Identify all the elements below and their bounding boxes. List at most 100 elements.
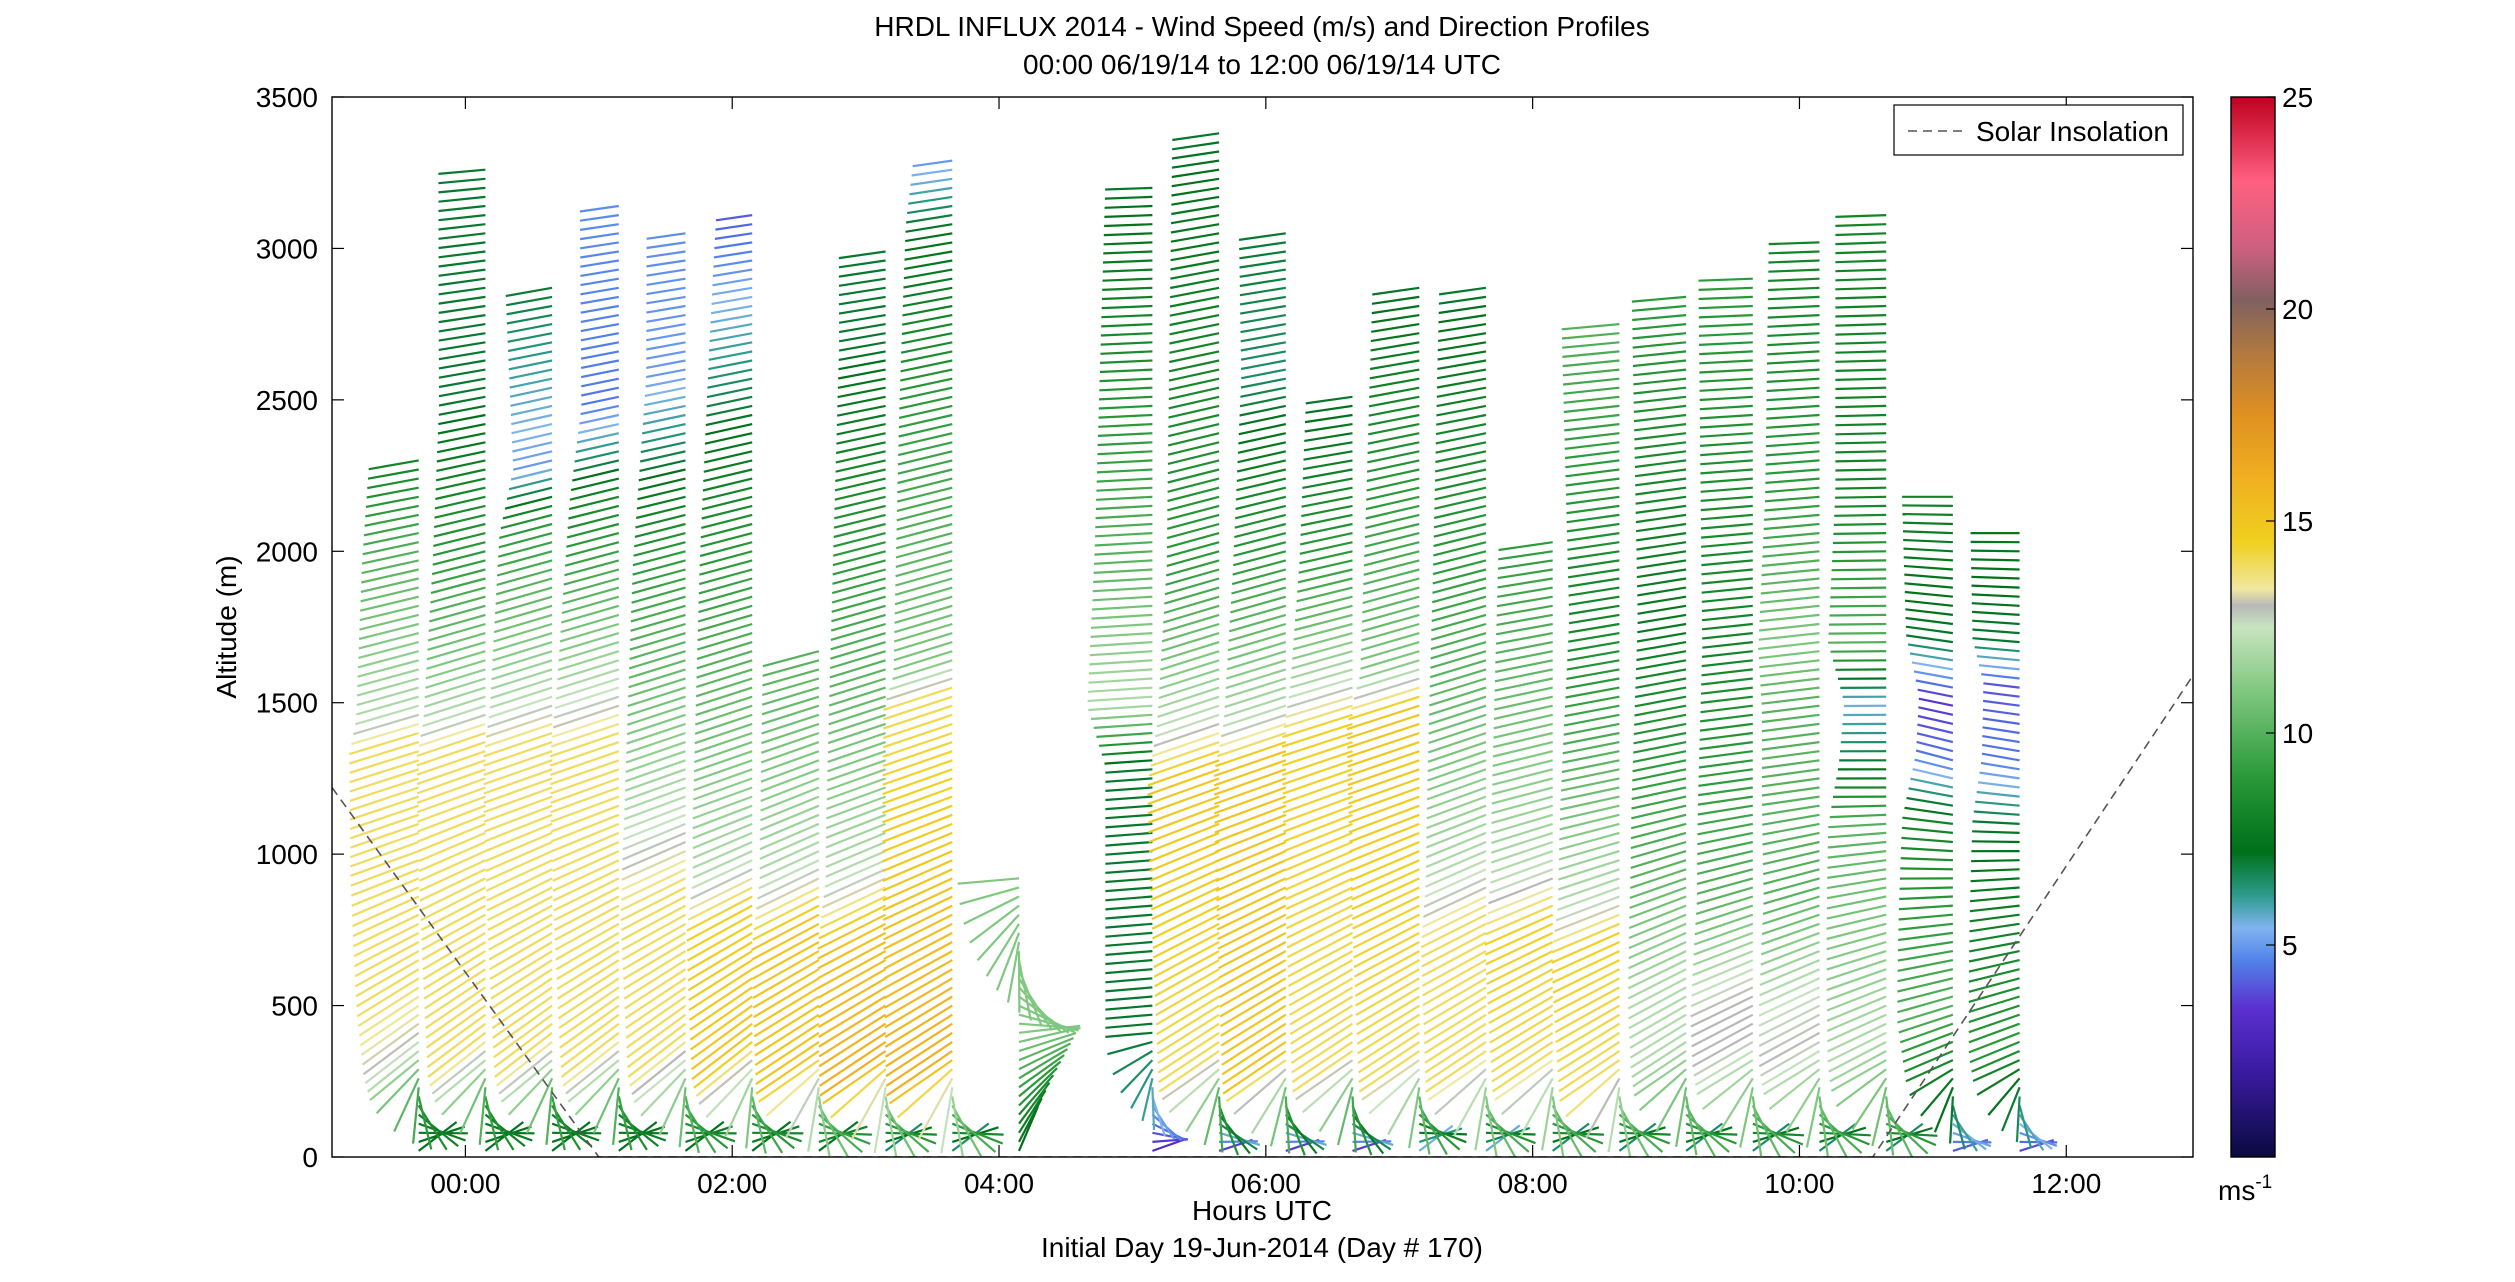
wind-barb [1166,532,1220,549]
wind-barb [630,595,686,614]
wind-barb [818,1031,887,1078]
wind-barb [1355,986,1420,1026]
wind-barb [1120,1059,1154,1094]
wind-barb [837,395,886,408]
wind-barb [510,468,553,481]
wind-barb [1240,350,1287,361]
legend-label: Solar Insolation [1976,116,2169,147]
wind-barb [760,768,820,793]
wind-barb [838,295,886,306]
wind-barb [581,377,620,388]
wind-barb [1826,886,1887,900]
wind-barb [699,541,753,558]
wind-barb [760,731,820,754]
wind-barb [1165,568,1220,586]
wind-barb [818,986,887,1029]
wind-barb [951,1104,983,1157]
wind-barb [1826,1004,1887,1033]
wind-barb [1568,577,1620,588]
wind-barb [1289,977,1354,1016]
wind-barb [1566,504,1620,515]
wind-barb [1228,613,1287,633]
wind-barb [1240,341,1286,352]
legend: Solar Insolation [1893,104,2184,156]
wind-barb [1685,1122,1737,1145]
wind-barb [1105,931,1153,938]
wind-barb [484,831,553,863]
wind-barb [1767,295,1820,301]
wind-barb [1088,686,1153,693]
wind-barb [507,1068,553,1116]
wind-barb [1018,1004,1076,1034]
wind-barb [549,741,620,767]
wind-barb [1564,432,1620,441]
wind-barb [438,314,486,324]
wind-barb [751,922,820,961]
wind-barb [692,850,753,879]
wind-barb [836,413,886,427]
wind-barb [1018,1054,1065,1089]
wind-barb [1761,704,1820,714]
wind-barb [639,459,686,472]
wind-barb [1215,850,1287,883]
wind-barb [758,1059,820,1103]
wind-barb [1356,1004,1420,1045]
wind-barb [1282,750,1353,776]
wind-barb [1830,595,1887,599]
wind-barb [1638,1068,1687,1112]
wind-barb [1568,595,1620,606]
wind-barb [1541,1087,1554,1151]
wind-barb [951,1122,1004,1145]
wind-barb [1949,1096,1954,1144]
wind-barb [418,831,486,863]
wind-barb [1698,332,1753,337]
wind-barb [1835,413,1887,418]
wind-barb [1285,877,1353,910]
wind-barb [1698,786,1753,797]
wind-barb [1091,622,1153,629]
wind-barb [785,1077,820,1139]
wind-barb [1223,695,1287,718]
wind-barb [1372,286,1420,296]
wind-profile [349,459,468,1152]
wind-barb [490,959,553,1000]
wind-barb [1105,913,1153,920]
wind-barb [349,795,420,821]
wind-barb [511,423,553,435]
wind-barb [1294,604,1353,622]
wind-barb [1356,668,1420,690]
wind-barb [1826,959,1887,981]
wind-barb [882,713,953,740]
wind-barb [1971,602,2020,607]
wind-barb [1352,904,1420,940]
wind-barb [1692,1031,1754,1068]
wind-barb [1976,655,2020,662]
wind-barb [1436,404,1487,417]
wind-barb [438,232,486,240]
wind-barb [1162,604,1220,624]
wind-barb [1425,822,1487,849]
wind-barb [1233,1068,1287,1115]
wind-barb [1685,1113,1730,1153]
wind-barb [1285,886,1353,920]
wind-barb [1909,1068,1954,1097]
wind-barb [1551,1104,1583,1157]
wind-profile [1627,295,1738,1157]
wind-barb [556,668,620,690]
wind-barb [434,1059,487,1103]
wind-barb [882,731,953,758]
wind-barb [1216,731,1287,758]
wind-barb [703,468,753,483]
wind-barb [1633,1059,1687,1097]
wind-barb [1426,804,1487,830]
wind-barb [703,459,753,473]
wind-barb [1283,831,1353,862]
wind-barb [566,532,620,548]
wind-barb [426,650,486,670]
wind-barb [883,950,953,990]
wind-barb [355,959,420,998]
wind-barb [1701,532,1753,539]
wind-barb [553,868,620,902]
wind-barb [1498,550,1553,561]
chart-title: HRDL INFLUX 2014 - Wind Speed (m/s) and … [874,11,1649,42]
